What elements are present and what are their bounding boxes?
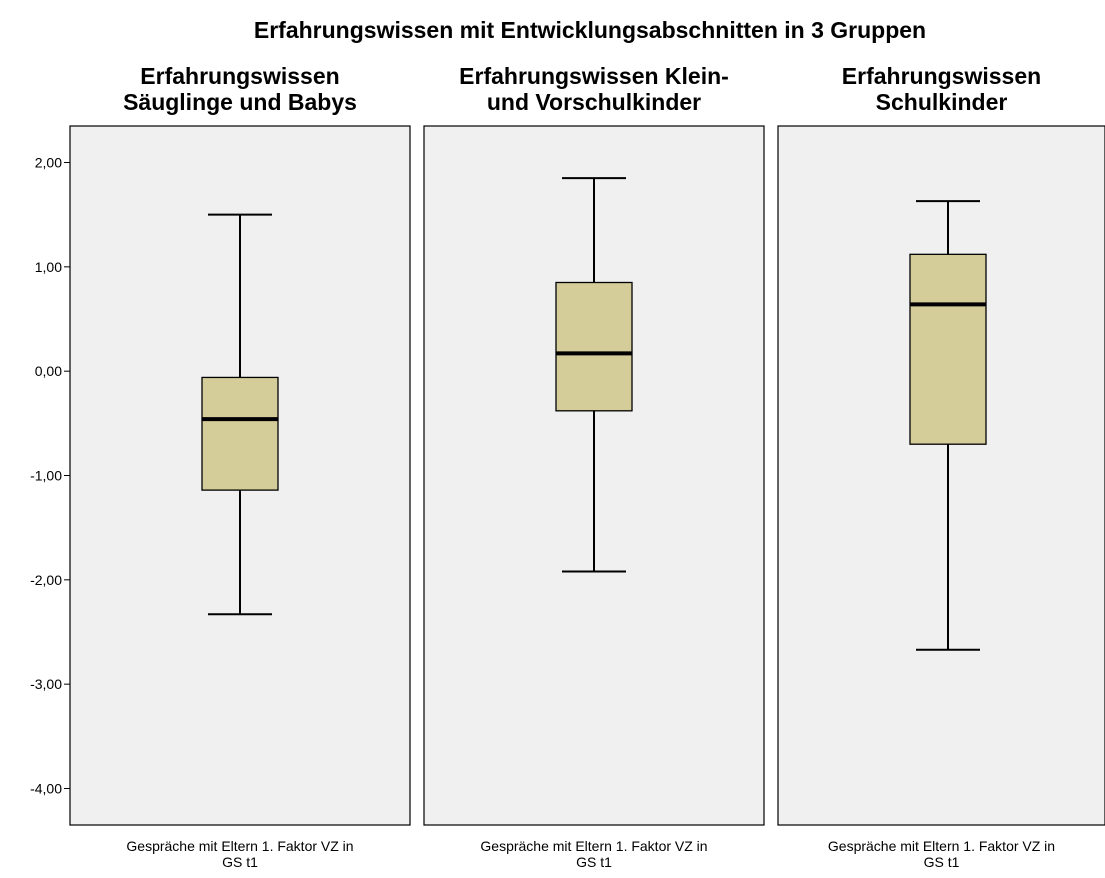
panel-frame <box>777 125 1105 826</box>
panel-title-line: Erfahrungswissen <box>140 63 339 89</box>
category-label-line: GS t1 <box>924 854 960 870</box>
y-tick-label: -2,00 <box>30 572 62 588</box>
y-tick-label: 1,00 <box>35 259 62 275</box>
panel-title-line: Erfahrungswissen <box>842 63 1041 89</box>
category-label-line: Gespräche mit Eltern 1. Faktor VZ in <box>126 838 353 854</box>
box-iqr <box>555 281 633 412</box>
category-label-line: Gespräche mit Eltern 1. Faktor VZ in <box>828 838 1055 854</box>
category-label-line: GS t1 <box>222 854 258 870</box>
box-iqr <box>201 376 279 491</box>
y-axis: 2,00 1,00 0,00 -1,00 -2,00 -3,00 -4,00 <box>30 155 70 796</box>
panel-title-line: Schulkinder <box>876 89 1008 115</box>
panel-title-line: und Vorschulkinder <box>487 89 701 115</box>
category-label-line: Gespräche mit Eltern 1. Faktor VZ in <box>480 838 707 854</box>
panel-2: Erfahrungswissen Klein-und Vorschulkinde… <box>423 63 765 870</box>
y-tick-label: -3,00 <box>30 676 62 692</box>
box-iqr <box>909 253 987 445</box>
y-tick-label: -1,00 <box>30 468 62 484</box>
chart-title: Erfahrungswissen mit Entwicklungsabschni… <box>254 17 926 43</box>
panel-title-line: Säuglinge und Babys <box>123 89 357 115</box>
panel-title-line: Erfahrungswissen Klein- <box>459 63 729 89</box>
y-tick-label: -4,00 <box>30 780 62 796</box>
y-tick-label: 2,00 <box>35 155 62 171</box>
y-tick-label: 0,00 <box>35 363 62 379</box>
category-label-line: GS t1 <box>576 854 612 870</box>
